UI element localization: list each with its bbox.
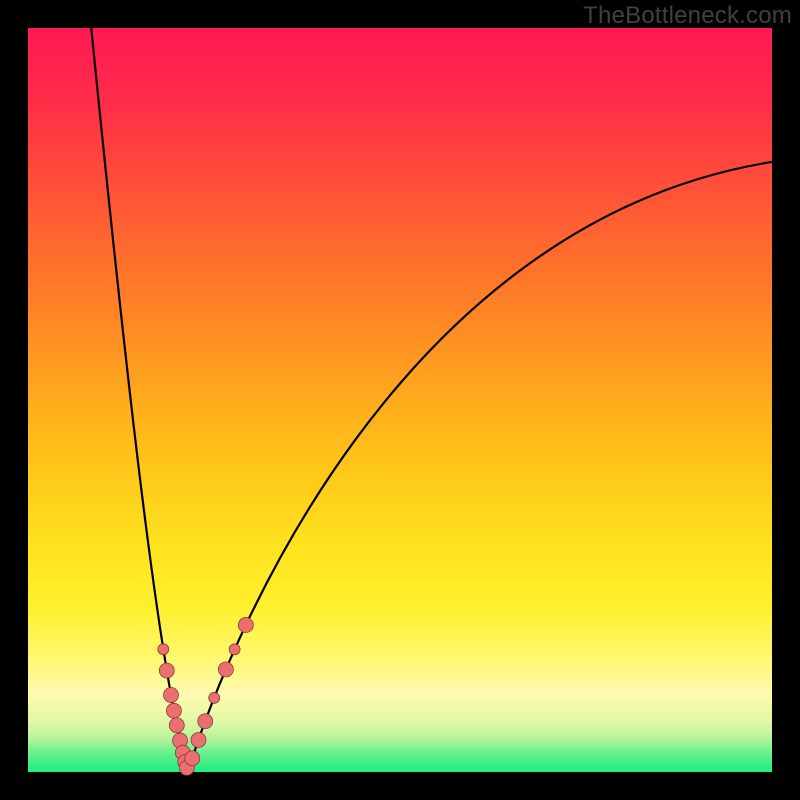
data-marker — [158, 644, 169, 655]
plot-background — [28, 28, 772, 772]
chart-frame: TheBottleneck.com — [0, 0, 800, 800]
data-marker — [159, 663, 174, 678]
data-marker — [166, 703, 181, 718]
data-marker — [198, 714, 213, 729]
data-marker — [209, 692, 220, 703]
data-marker — [191, 732, 206, 747]
chart-svg — [0, 0, 800, 800]
watermark-text: TheBottleneck.com — [583, 2, 792, 30]
data-marker — [238, 618, 253, 633]
data-marker — [218, 662, 233, 677]
data-marker — [163, 688, 178, 703]
data-marker — [169, 718, 184, 733]
data-marker — [185, 751, 200, 766]
data-marker — [229, 644, 240, 655]
